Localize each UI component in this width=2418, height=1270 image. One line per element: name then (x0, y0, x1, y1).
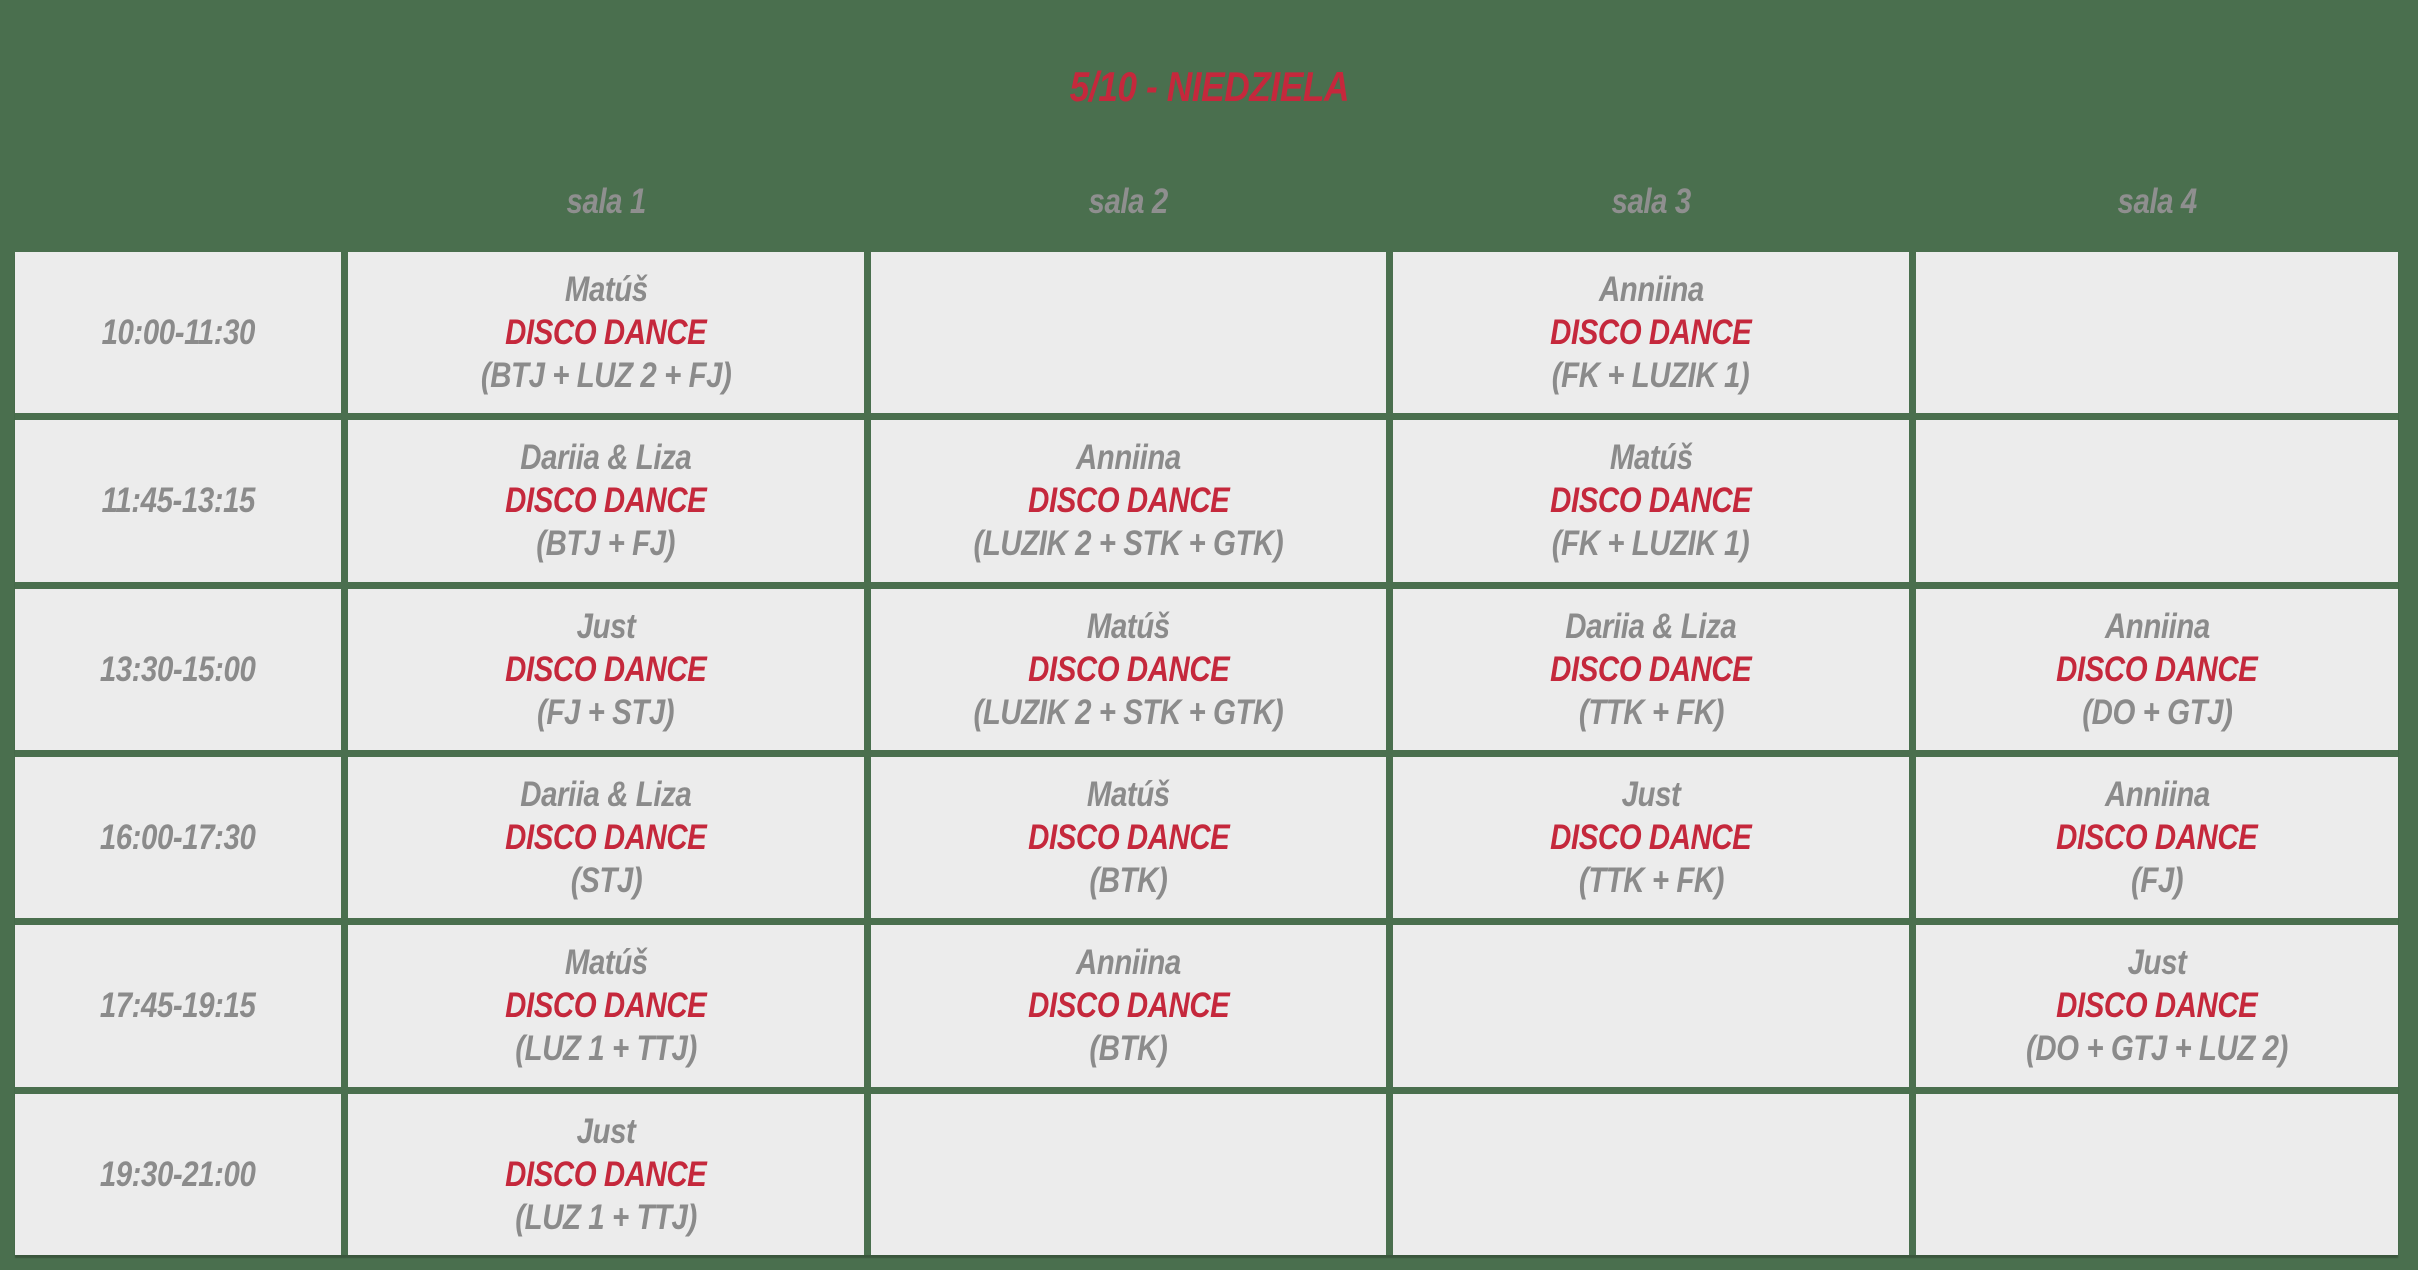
activity-name: DISCO DANCE (505, 649, 707, 689)
group-codes: (LUZ 1 + TTJ) (515, 1029, 697, 1069)
time-label: 10:00-11:30 (101, 313, 255, 353)
time-column-header (15, 182, 341, 222)
schedule-cell: Anniina DISCO DANCE (FK + LUZIK 1) (1393, 252, 1909, 414)
group-codes: (LUZIK 2 + STK + GTK) (973, 692, 1284, 732)
group-codes: (FJ) (2130, 861, 2184, 901)
time-cell: 16:00-17:30 (15, 756, 341, 919)
teacher-name: Just (1621, 775, 1681, 815)
schedule-cell-empty (1393, 925, 1909, 1087)
group-codes: (FJ + STJ) (537, 692, 675, 732)
teacher-name: Dariia & Liza (520, 775, 692, 815)
day-title-text: 5/10 - NIEDZIELA (1069, 63, 1349, 110)
schedule-cell-empty (1393, 1093, 1909, 1255)
schedule-cell-empty (871, 1093, 1386, 1255)
page-title: 5/10 - NIEDZIELA (0, 64, 2418, 110)
activity-name: DISCO DANCE (2056, 649, 2258, 689)
activity-name: DISCO DANCE (1550, 818, 1752, 858)
teacher-name: Anniina (1076, 438, 1181, 478)
teacher-name: Matúš (1087, 606, 1170, 646)
time-label: 16:00-17:30 (100, 818, 256, 858)
group-codes: (DO + GTJ + LUZ 2) (2025, 1029, 2288, 1069)
activity-name: DISCO DANCE (1550, 313, 1752, 353)
group-codes: (FK + LUZIK 1) (1552, 356, 1750, 396)
activity-name: DISCO DANCE (1027, 649, 1230, 689)
schedule-cell: Anniina DISCO DANCE (DO + GTJ) (1916, 588, 2398, 750)
schedule-cell: Matúš DISCO DANCE (BTJ + LUZ 2 + FJ) (348, 252, 864, 414)
schedule-cell: Just DISCO DANCE (LUZ 1 + TTJ) (348, 1093, 864, 1255)
time-label: 19:30-21:00 (100, 1154, 256, 1194)
activity-name: DISCO DANCE (1027, 818, 1230, 858)
activity-name: DISCO DANCE (505, 986, 707, 1026)
teacher-name: Anniina (1598, 270, 1704, 310)
activity-name: DISCO DANCE (505, 818, 707, 858)
schedule-table: 10:00-11:30 Matúš DISCO DANCE (BTJ + LUZ 2… (15, 252, 2398, 1255)
activity-name: DISCO DANCE (505, 1154, 707, 1194)
room-header-sala-2: sala 2 (1088, 182, 1169, 221)
time-cell: 10:00-11:30 (15, 252, 341, 414)
teacher-name: Matúš (1609, 438, 1693, 478)
room-header-row: sala 1 sala 2 sala 3 sala 4 (15, 182, 2398, 222)
schedule-cell: Dariia & Liza DISCO DANCE (TTK + FK) (1393, 588, 1909, 750)
room-header-sala-3: sala 3 (1611, 182, 1691, 221)
room-header-sala-4: sala 4 (2117, 182, 2197, 221)
schedule-cell: Just DISCO DANCE (FJ + STJ) (348, 588, 864, 750)
teacher-name: Dariia & Liza (520, 438, 692, 478)
activity-name: DISCO DANCE (505, 481, 707, 521)
teacher-name: Anniina (1076, 943, 1181, 983)
time-label: 11:45-13:15 (101, 481, 255, 521)
schedule-cell: Anniina DISCO DANCE (LUZIK 2 + STK + GTK) (871, 420, 1386, 582)
schedule-cell: Matúš DISCO DANCE (LUZIK 2 + STK + GTK) (871, 588, 1386, 750)
schedule-cell: Anniina DISCO DANCE (BTK) (871, 925, 1386, 1087)
time-label: 17:45-19:15 (100, 986, 256, 1026)
group-codes: (STJ) (570, 861, 642, 901)
activity-name: DISCO DANCE (2056, 818, 2258, 858)
schedule-cell: Dariia & Liza DISCO DANCE (STJ) (348, 756, 864, 919)
teacher-name: Just (576, 606, 636, 646)
schedule-cell-empty (1916, 420, 2398, 582)
group-codes: (BTK) (1089, 1029, 1168, 1069)
time-cell: 19:30-21:00 (15, 1093, 341, 1255)
time-cell: 17:45-19:15 (15, 925, 341, 1087)
group-codes: (FK + LUZIK 1) (1552, 524, 1750, 564)
time-label: 13:30-15:00 (100, 649, 256, 689)
activity-name: DISCO DANCE (1550, 481, 1752, 521)
group-codes: (BTJ + FJ) (536, 524, 676, 564)
group-codes: (BTJ + LUZ 2 + FJ) (480, 356, 732, 396)
room-header-sala-1: sala 1 (566, 182, 646, 221)
teacher-name: Matúš (564, 943, 648, 983)
group-codes: (LUZ 1 + TTJ) (515, 1197, 697, 1237)
teacher-name: Just (2127, 943, 2187, 983)
schedule-cell: Anniina DISCO DANCE (FJ) (1916, 756, 2398, 919)
activity-name: DISCO DANCE (1550, 649, 1752, 689)
schedule-cell-empty (1916, 252, 2398, 414)
schedule-cell: Matúš DISCO DANCE (BTK) (871, 756, 1386, 919)
teacher-name: Matúš (1087, 775, 1170, 815)
schedule-cell-empty (871, 252, 1386, 414)
group-codes: (BTK) (1089, 861, 1168, 901)
teacher-name: Anniina (2104, 775, 2210, 815)
schedule-cell: Matúš DISCO DANCE (LUZ 1 + TTJ) (348, 925, 864, 1087)
time-cell: 13:30-15:00 (15, 588, 341, 750)
group-codes: (TTK + FK) (1578, 692, 1724, 732)
teacher-name: Matúš (564, 270, 648, 310)
teacher-name: Anniina (2104, 606, 2210, 646)
schedule-cell: Dariia & Liza DISCO DANCE (BTJ + FJ) (348, 420, 864, 582)
time-cell: 11:45-13:15 (15, 420, 341, 582)
group-codes: (DO + GTJ) (2081, 692, 2233, 732)
schedule-cell: Matúš DISCO DANCE (FK + LUZIK 1) (1393, 420, 1909, 582)
activity-name: DISCO DANCE (505, 313, 707, 353)
schedule-cell-empty (1916, 1093, 2398, 1255)
group-codes: (TTK + FK) (1578, 861, 1724, 901)
activity-name: DISCO DANCE (2056, 986, 2258, 1026)
group-codes: (LUZIK 2 + STK + GTK) (973, 524, 1284, 564)
teacher-name: Dariia & Liza (1565, 606, 1737, 646)
schedule-cell: Just DISCO DANCE (TTK + FK) (1393, 756, 1909, 919)
schedule-cell: Just DISCO DANCE (DO + GTJ + LUZ 2) (1916, 925, 2398, 1087)
teacher-name: Just (576, 1111, 636, 1151)
activity-name: DISCO DANCE (1027, 481, 1230, 521)
activity-name: DISCO DANCE (1027, 986, 1230, 1026)
